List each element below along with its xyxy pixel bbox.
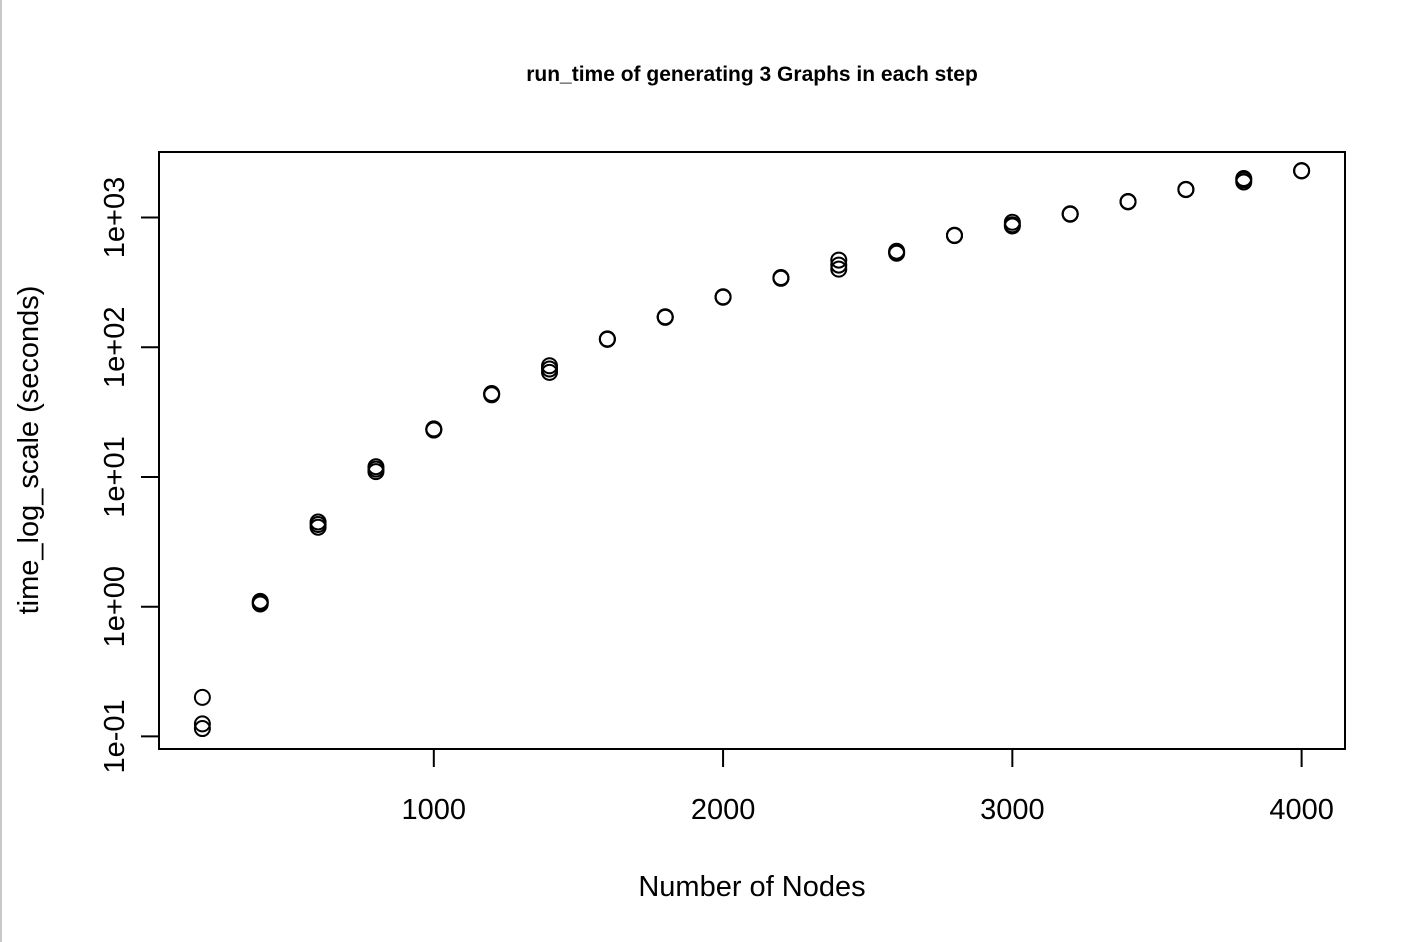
- x-axis-label: Number of Nodes: [638, 871, 865, 903]
- y-axis-label: time_log_scale (seconds): [13, 286, 45, 615]
- x-tick-label: 4000: [1269, 794, 1334, 826]
- x-tick-label: 3000: [980, 794, 1045, 826]
- y-axis: 1e-01 1e+00 1e+01 1e+02 1e+03: [99, 177, 159, 774]
- data-points: [193, 162, 1311, 738]
- chart-title: run_time of generating 3 Graphs in each …: [526, 63, 978, 86]
- data-point: [714, 288, 732, 306]
- data-point: [1119, 193, 1137, 211]
- data-point: [483, 385, 501, 403]
- data-point: [193, 688, 211, 706]
- data-point: [656, 308, 674, 326]
- data-point: [1235, 171, 1253, 189]
- data-point: [1003, 216, 1021, 234]
- data-point: [888, 243, 906, 261]
- data-point: [367, 460, 385, 478]
- data-point: [193, 720, 211, 738]
- data-point: [830, 251, 848, 269]
- x-axis: 1000 2000 3000 4000: [402, 749, 1334, 826]
- data-point: [598, 330, 616, 348]
- data-point: [830, 256, 848, 274]
- data-point: [541, 363, 559, 381]
- data-point: [772, 269, 790, 287]
- data-point: [945, 226, 963, 244]
- y-tick-label: 1e+01: [99, 436, 131, 517]
- data-point: [309, 516, 327, 534]
- data-point: [193, 715, 211, 733]
- x-tick-label: 1000: [402, 794, 467, 826]
- data-point: [251, 593, 269, 611]
- plot-frame: [158, 151, 1346, 750]
- data-point: [830, 260, 848, 278]
- x-tick-label: 2000: [691, 794, 756, 826]
- y-tick-label: 1e-01: [99, 699, 131, 773]
- data-point: [1061, 205, 1079, 223]
- y-tick-label: 1e+00: [99, 566, 131, 647]
- data-point: [1293, 162, 1311, 180]
- y-tick-label: 1e+02: [99, 307, 131, 388]
- data-point: [1177, 180, 1195, 198]
- y-tick-label: 1e+03: [99, 177, 131, 258]
- data-point: [425, 421, 443, 439]
- window-left-edge: [0, 0, 2, 942]
